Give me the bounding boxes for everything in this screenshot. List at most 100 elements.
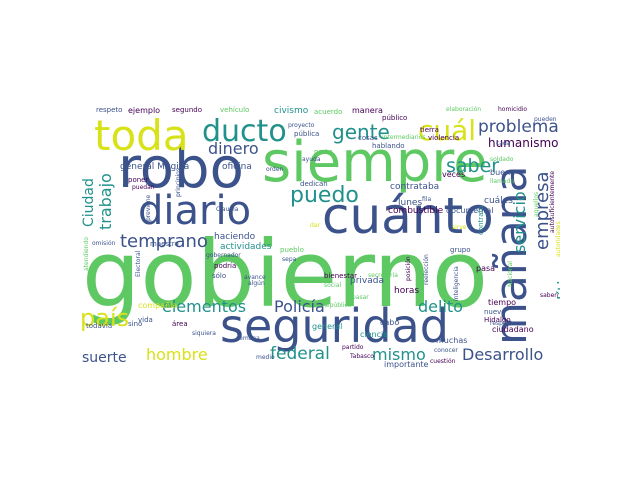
word-cual: cuál	[418, 114, 477, 147]
word-cloud: gobierno siempre robo cuánto seguridad d…	[80, 105, 560, 375]
word-robo: robo	[118, 136, 244, 201]
word-oficina: oficina	[222, 162, 252, 172]
word-proyecto: proyecto	[288, 122, 315, 129]
word-manera: manera	[352, 106, 383, 115]
word-civismo: civismo	[274, 106, 309, 116]
word-cabo: cabo	[380, 318, 400, 327]
word-bienestar: bienestar	[324, 272, 357, 280]
word-muchas: muchas	[436, 336, 468, 345]
word-semana: semana	[236, 335, 260, 342]
word-trabajo: trabajo	[96, 173, 115, 230]
word-diario: diario	[138, 188, 252, 234]
word-omision: omisión	[92, 240, 116, 247]
word-contrataba: contrataba	[390, 182, 440, 192]
word-humanismo: humanismo	[488, 136, 559, 150]
word-segundo: segundo	[172, 106, 202, 114]
word-maestro: maestro	[150, 240, 179, 248]
word-general: general	[312, 322, 343, 331]
word-problema: problema	[478, 117, 559, 137]
word-respecto: respecto	[490, 320, 516, 327]
word-hombre: hombre	[146, 345, 208, 364]
word-medio: medio	[256, 354, 275, 361]
word-orden: orden	[266, 166, 284, 173]
word-elaboracion: elaboración	[446, 106, 482, 113]
word-contrato: contrato	[477, 205, 485, 235]
word-general-mugica: general Mugica	[120, 162, 190, 172]
word-autosuficientemente: autosuficientemente	[549, 170, 556, 233]
word-seguridad: seguridad	[220, 299, 449, 353]
word-documental: documental	[446, 206, 494, 215]
word-sirve: sirve	[452, 224, 467, 231]
word-algun: algún	[248, 280, 265, 287]
word-delito: delito	[418, 297, 463, 316]
word-suerte: suerte	[82, 350, 127, 366]
word-ciudad: Ciudad	[81, 178, 97, 227]
word-buena: buena	[490, 168, 516, 177]
word-cuestion: cuestión	[430, 358, 456, 365]
word-cada: cada	[496, 140, 511, 147]
word-pais: país	[80, 304, 130, 332]
word-hablando: hablando	[372, 142, 405, 150]
word-fila: fila	[422, 196, 432, 203]
word-acuerdo: acuerdo	[314, 108, 343, 116]
word-previene: previene	[145, 194, 152, 221]
word-cuales: cuáles	[484, 196, 513, 206]
word-parte: parte	[314, 148, 333, 156]
word-secretaria: secretaría	[368, 272, 398, 279]
word-inteligencia: inteligencia	[453, 266, 460, 301]
word-grupo: grupo	[450, 246, 471, 254]
word-principios: principios	[175, 168, 182, 197]
word-claudia: Claudia	[216, 206, 239, 213]
word-conocer: conocer	[434, 347, 458, 354]
word-nuevo: nuevo	[484, 308, 506, 316]
word-federal: federal	[270, 344, 330, 364]
word-homicidio: homicidio	[498, 106, 528, 113]
word-llamado: llamado	[490, 178, 515, 185]
word-tabasco: Tabasco	[350, 353, 374, 360]
word-republica: República	[322, 302, 352, 309]
word-gobierno: gobierno	[82, 221, 489, 328]
word-dar: dar	[310, 222, 320, 229]
word-veces: veces	[442, 170, 466, 179]
word-compania: compañía	[138, 301, 178, 310]
word-puedan: puedan	[132, 184, 155, 191]
word-todavia: todavía	[86, 322, 113, 330]
word-servicio: servicio	[510, 191, 529, 253]
word-pasar: pasar	[352, 294, 369, 301]
word-siquiera: siquiera	[192, 330, 216, 337]
word-poner: poner	[128, 176, 149, 184]
word-social: social	[324, 282, 342, 289]
word-privada: privada	[350, 276, 384, 286]
word-saber: saber	[446, 155, 500, 177]
word-publico: público	[382, 114, 408, 122]
word-elementos: elementos	[162, 297, 247, 316]
word-haciendo: haciendo	[214, 232, 256, 242]
word-vida: vida	[138, 316, 153, 324]
word-cosas: cosas	[358, 134, 378, 142]
word-reeleccion: reelección	[423, 254, 430, 285]
word-toda: toda	[94, 111, 189, 160]
word-respeto: respeto	[96, 106, 123, 114]
word-intermediarios: intermediarios	[382, 134, 426, 141]
word-temprano: temprano	[120, 231, 208, 252]
word-combustible: combustible	[388, 206, 444, 216]
word-policia: Policía	[274, 297, 325, 316]
word-aquellos: aquellos	[533, 191, 540, 217]
word-horas: horas	[394, 286, 420, 296]
word-puedo: puedo	[290, 183, 359, 208]
word-nacional: Nacional	[507, 261, 514, 287]
word-podria: podría	[214, 262, 237, 270]
word-dedican: dedican	[300, 180, 328, 188]
word-partido: partido	[342, 344, 364, 351]
word-area: área	[172, 320, 188, 328]
word-atendiendo: atendiendo	[83, 237, 90, 271]
word-sino: sino	[128, 320, 143, 328]
word-autoridades: autoridades	[555, 221, 560, 257]
word-lunes: lunes	[398, 198, 423, 208]
word-desarrollo: Desarrollo	[462, 345, 544, 364]
word-violencia: violencia	[428, 134, 460, 142]
word-tierra: tierra	[420, 126, 439, 134]
word-mismo: mismo	[372, 345, 426, 364]
word-cuanto: cuánto	[322, 187, 494, 245]
